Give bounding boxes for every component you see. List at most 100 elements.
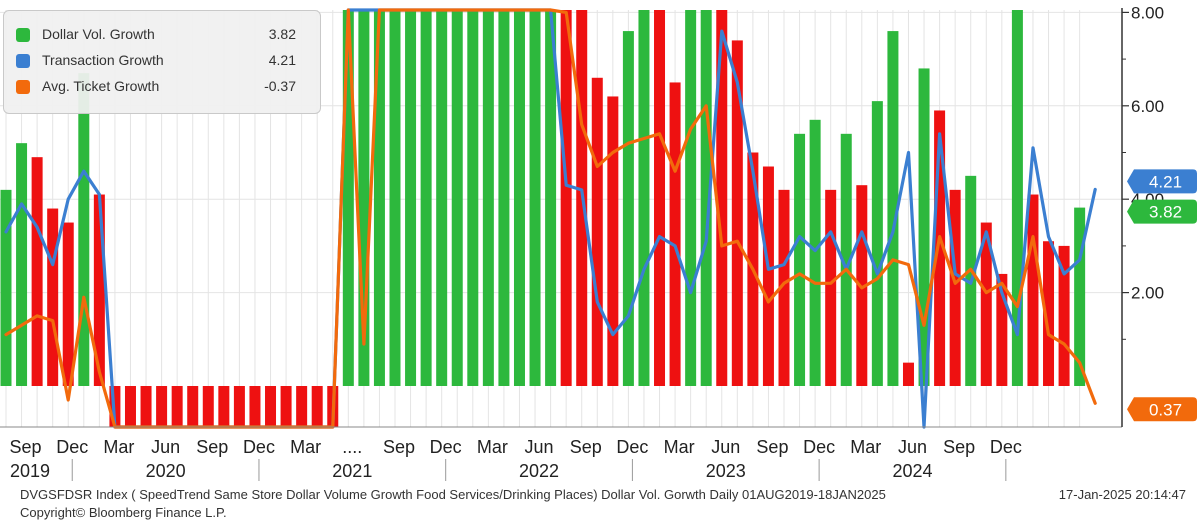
legend-swatch-green <box>16 28 30 42</box>
x-tick-label-month: Mar <box>664 437 695 457</box>
bar-dollar-vol-growth <box>0 189 12 386</box>
bar-dollar-vol-growth <box>156 386 168 427</box>
x-tick-label-month: Sep <box>383 437 415 457</box>
x-tick-label-year: 2022 <box>519 461 559 481</box>
bar-dollar-vol-growth <box>218 386 230 427</box>
x-tick-label-month: Dec <box>430 437 462 457</box>
legend-label: Avg. Ticket Growth <box>42 78 160 94</box>
bar-dollar-vol-growth <box>311 386 323 427</box>
bar-dollar-vol-growth <box>918 68 930 386</box>
tag-dollar-text: 3.82 <box>1149 203 1182 222</box>
bar-dollar-vol-growth <box>809 119 821 386</box>
legend-value: 4.21 <box>268 52 296 68</box>
bar-dollar-vol-growth <box>840 133 852 386</box>
x-tick-label-month: .... <box>342 437 362 457</box>
bar-dollar-vol-growth <box>1011 10 1023 386</box>
bar-dollar-vol-growth <box>716 10 728 386</box>
x-tick-label-year: 2023 <box>706 461 746 481</box>
legend-item-transaction-growth: Transaction Growth 4.21 <box>16 51 308 71</box>
bar-dollar-vol-growth <box>871 101 883 386</box>
x-tick-label-year: 2024 <box>892 461 932 481</box>
footer-timestamp: 17-Jan-2025 20:14:47 <box>1058 487 1186 502</box>
bar-dollar-vol-growth <box>265 386 277 427</box>
bar-dollar-vol-growth <box>482 10 494 386</box>
bar-dollar-vol-growth <box>529 10 541 386</box>
legend-value: 3.82 <box>268 26 296 42</box>
bar-dollar-vol-growth <box>62 222 74 386</box>
legend-swatch-blue <box>16 54 30 68</box>
bar-dollar-vol-growth <box>731 40 743 387</box>
bar-dollar-vol-growth <box>202 386 214 427</box>
bar-dollar-vol-growth <box>373 10 385 386</box>
bar-dollar-vol-growth <box>1043 241 1055 386</box>
bar-dollar-vol-growth <box>825 189 837 386</box>
x-tick-label-month: Mar <box>477 437 508 457</box>
x-tick-label-month: Sep <box>756 437 788 457</box>
bar-dollar-vol-growth <box>669 82 681 386</box>
bar-dollar-vol-growth <box>140 386 152 427</box>
x-tick-label-month: Dec <box>803 437 835 457</box>
x-tick-label-year: 2020 <box>146 461 186 481</box>
bar-dollar-vol-growth <box>451 10 463 386</box>
bar-dollar-vol-growth <box>280 386 292 427</box>
bar-dollar-vol-growth <box>545 10 557 386</box>
tag-dollar-vol-growth: 3.82 <box>1127 199 1197 224</box>
bar-dollar-vol-growth <box>638 10 650 386</box>
legend-label: Transaction Growth <box>42 52 164 68</box>
bar-dollar-vol-growth <box>902 362 914 386</box>
tag-ticket-text: 0.37 <box>1149 400 1182 419</box>
x-tick-label-month: Jun <box>525 437 554 457</box>
bar-dollar-vol-growth <box>249 386 261 427</box>
bar-dollar-vol-growth <box>93 194 105 386</box>
bar-dollar-vol-growth <box>607 96 619 387</box>
bar-dollar-vol-growth <box>467 10 479 386</box>
bar-dollar-vol-growth <box>934 110 946 386</box>
bar-dollar-vol-growth <box>654 10 666 386</box>
bar-dollar-vol-growth <box>31 157 43 386</box>
bar-dollar-vol-growth <box>622 31 634 387</box>
y-tick-label: 6.00 <box>1131 97 1164 116</box>
bar-dollar-vol-growth <box>778 189 790 386</box>
footer-copyright: Copyright© Bloomberg Finance L.P. <box>20 505 227 520</box>
x-tick-label-month: Dec <box>243 437 275 457</box>
bar-dollar-vol-growth <box>1027 194 1039 386</box>
x-tick-label-month: Jun <box>151 437 180 457</box>
x-tick-label-year: 2021 <box>332 461 372 481</box>
bar-dollar-vol-growth <box>591 77 603 386</box>
tag-transaction-text: 4.21 <box>1149 172 1182 191</box>
x-tick-label-month: Dec <box>56 437 88 457</box>
bar-dollar-vol-growth <box>78 73 90 387</box>
tag-avg-ticket-growth: 0.37 <box>1127 397 1197 422</box>
bar-dollar-vol-growth <box>1058 245 1070 386</box>
x-tick-label-month: Sep <box>570 437 602 457</box>
bar-dollar-vol-growth <box>980 222 992 386</box>
bar-dollar-vol-growth <box>560 10 572 386</box>
legend-swatch-orange <box>16 80 30 94</box>
y-tick-label: 8.00 <box>1131 3 1164 22</box>
bar-dollar-vol-growth <box>124 386 136 427</box>
bar-dollar-vol-growth <box>420 10 432 386</box>
bar-dollar-vol-growth <box>296 386 308 427</box>
bar-dollar-vol-growth <box>16 143 28 386</box>
bar-dollar-vol-growth <box>436 10 448 386</box>
bar-dollar-vol-growth <box>171 386 183 427</box>
tag-transaction-growth: 4.21 <box>1127 169 1197 194</box>
x-tick-label-month: Jun <box>711 437 740 457</box>
x-tick-label-month: Sep <box>196 437 228 457</box>
bar-dollar-vol-growth <box>949 189 961 386</box>
x-axis-ticks: Sep Dec Mar Jun Sep Dec Mar.... Sep Dec Mar Jun Sep… <box>10 437 1022 481</box>
legend-value: -0.37 <box>264 78 296 94</box>
value-tags: 4.21 3.82 0.37 <box>1127 169 1197 422</box>
bar-dollar-vol-growth <box>513 10 525 386</box>
x-tick-label-month: Jun <box>898 437 927 457</box>
bar-dollar-vol-growth <box>47 208 59 386</box>
x-tick-label-month: Sep <box>10 437 42 457</box>
x-tick-label-month: Dec <box>990 437 1022 457</box>
bar-dollar-vol-growth <box>358 10 370 386</box>
bar-dollar-vol-growth <box>389 10 401 386</box>
bar-dollar-vol-growth <box>996 273 1008 386</box>
x-tick-label-month: Mar <box>103 437 134 457</box>
x-tick-label-month: Mar <box>290 437 321 457</box>
bar-dollar-vol-growth <box>233 386 245 427</box>
